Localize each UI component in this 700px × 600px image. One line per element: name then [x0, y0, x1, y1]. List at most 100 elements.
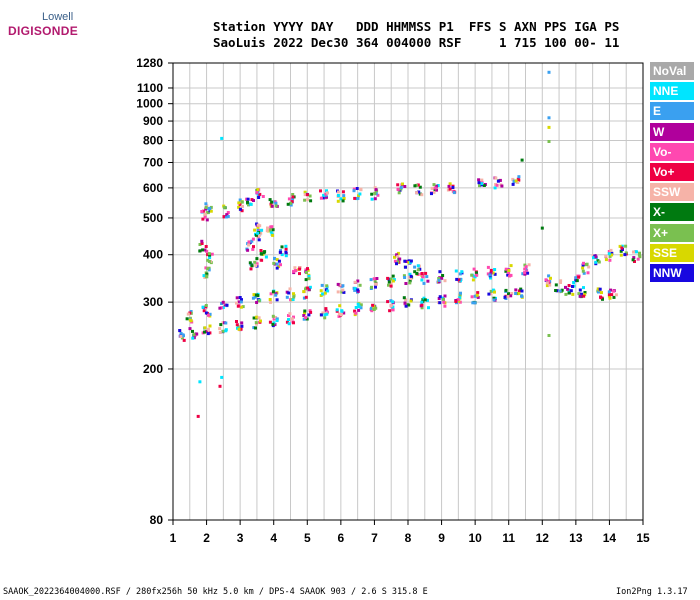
- data-point: [284, 250, 288, 254]
- data-point: [252, 245, 255, 249]
- data-point: [517, 175, 521, 179]
- data-point: [495, 183, 499, 187]
- data-point: [457, 278, 461, 282]
- data-point: [323, 291, 327, 295]
- data-point: [446, 188, 450, 192]
- data-point: [373, 191, 377, 195]
- data-point: [208, 256, 212, 260]
- data-point: [186, 312, 190, 316]
- data-point: [582, 261, 585, 265]
- data-point: [191, 336, 195, 340]
- data-point: [191, 329, 194, 333]
- data-point: [391, 308, 395, 312]
- data-point: [475, 273, 479, 277]
- data-point: [325, 189, 328, 193]
- legend-item-w: W: [650, 122, 694, 141]
- data-point: [256, 223, 260, 227]
- data-point: [226, 211, 230, 214]
- x-tick-label: 12: [536, 531, 550, 545]
- data-point: [512, 180, 516, 184]
- data-point: [509, 294, 513, 298]
- data-point: [407, 259, 411, 263]
- data-point: [437, 277, 441, 280]
- data-point: [241, 305, 245, 309]
- data-point: [210, 252, 214, 256]
- data-point: [246, 248, 250, 252]
- data-point: [608, 258, 612, 262]
- data-point: [274, 201, 278, 205]
- data-point: [236, 326, 239, 330]
- data-point: [547, 116, 551, 120]
- data-point: [420, 300, 424, 304]
- data-point: [423, 298, 427, 302]
- header-values: SaoLuis 2022 Dec30 364 004000 RSF 1 715 …: [213, 35, 620, 50]
- data-point: [517, 289, 521, 293]
- data-point: [255, 262, 259, 266]
- data-point: [420, 303, 424, 307]
- data-point: [610, 253, 614, 257]
- data-point: [620, 246, 624, 250]
- data-point: [492, 298, 496, 302]
- data-point: [373, 197, 377, 201]
- data-point: [235, 320, 238, 323]
- data-point: [218, 384, 222, 388]
- data-point: [402, 274, 406, 278]
- data-point: [235, 296, 239, 300]
- data-point: [596, 287, 600, 291]
- data-point: [582, 286, 585, 290]
- data-point: [265, 229, 269, 233]
- data-point: [225, 213, 229, 217]
- data-point: [409, 299, 413, 303]
- data-point: [236, 304, 240, 308]
- data-point: [306, 268, 310, 272]
- data-point: [302, 317, 306, 321]
- data-point: [303, 311, 306, 315]
- data-point: [547, 279, 551, 283]
- data-point: [607, 250, 611, 253]
- data-point: [624, 251, 628, 255]
- data-point: [274, 204, 278, 208]
- data-point: [261, 195, 265, 198]
- data-point: [304, 316, 308, 320]
- data-point: [305, 193, 309, 197]
- legend-item-vo: Vo+: [650, 163, 694, 181]
- data-point: [477, 181, 481, 185]
- data-point: [472, 267, 476, 271]
- data-point: [416, 264, 420, 268]
- data-point: [526, 271, 530, 275]
- data-point: [258, 192, 262, 196]
- data-point: [375, 277, 379, 280]
- data-point: [608, 296, 612, 300]
- data-point: [237, 205, 241, 209]
- data-point: [303, 193, 307, 197]
- data-point: [413, 265, 417, 269]
- data-point: [353, 288, 357, 292]
- data-point: [293, 266, 297, 270]
- data-point: [489, 292, 493, 296]
- data-point: [415, 272, 419, 275]
- data-point: [438, 270, 442, 274]
- data-point: [389, 304, 393, 308]
- data-point: [374, 285, 377, 289]
- data-point: [292, 292, 295, 296]
- data-point: [287, 318, 290, 322]
- data-point: [206, 267, 210, 271]
- data-point: [339, 313, 343, 316]
- header-labels: Station YYYY DAY DDD HHMMSS P1 FFS S AXN…: [213, 19, 620, 34]
- data-point: [224, 215, 228, 219]
- data-point: [559, 279, 563, 283]
- data-point: [503, 295, 507, 299]
- data-point: [284, 247, 288, 251]
- data-point: [598, 287, 602, 291]
- data-point: [255, 301, 259, 304]
- data-point: [208, 206, 212, 210]
- data-point: [306, 286, 310, 290]
- data-point: [577, 292, 581, 296]
- data-point: [194, 332, 198, 336]
- data-point: [514, 179, 518, 183]
- data-point: [597, 260, 601, 264]
- data-point: [514, 292, 518, 295]
- data-point: [339, 197, 343, 201]
- data-point: [188, 318, 192, 322]
